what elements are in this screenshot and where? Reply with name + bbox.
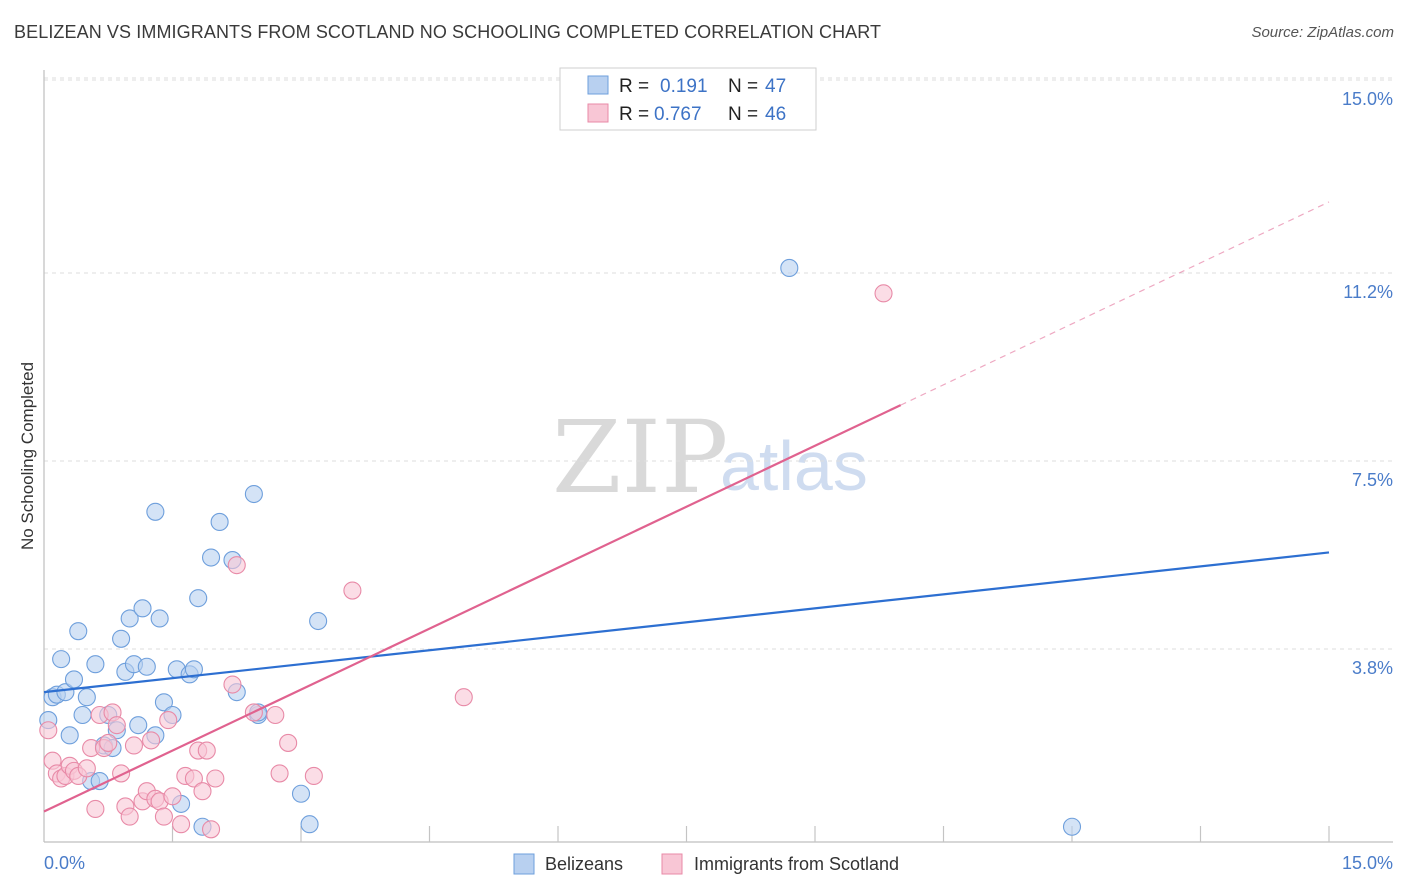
series-scotland-points [39, 284, 893, 839]
data-point [184, 769, 203, 788]
y-tick-label: 15.0% [1342, 89, 1393, 109]
data-point [172, 815, 191, 834]
data-point [343, 581, 362, 600]
data-point [99, 733, 118, 752]
data-point [780, 258, 799, 278]
trend-line-belizeans [43, 551, 1330, 694]
legend-r-label-1: R = [619, 76, 649, 97]
data-point [454, 688, 473, 707]
trend-lines [43, 201, 1330, 813]
data-point [159, 711, 178, 730]
data-point [73, 705, 92, 725]
x-tick-label-min: 0.0% [44, 853, 85, 873]
series-legend-swatch-scotland [661, 853, 683, 875]
data-point [193, 782, 212, 801]
legend-r-value-1: 0.191 [660, 76, 708, 97]
data-point [120, 807, 139, 826]
data-point [129, 716, 148, 735]
data-point [244, 484, 263, 504]
series-legend-label-scotland: Immigrants from Scotland [694, 854, 899, 874]
y-tick-label: 7.5% [1352, 470, 1393, 490]
legend-r-label-2: R = [619, 104, 649, 125]
legend-n-value-2: 46 [765, 104, 786, 125]
data-point [210, 512, 229, 532]
data-point [56, 683, 75, 702]
trend-line-extension [900, 201, 1330, 406]
watermark-zip: ZIP [552, 399, 728, 516]
series-legend: Belizeans Immigrants from Scotland [513, 853, 899, 875]
data-point [64, 670, 84, 689]
data-point [150, 609, 169, 628]
data-point [107, 716, 126, 735]
data-point [227, 556, 246, 575]
y-axis-tick-labels: 3.8% 7.5% 11.2% 15.0% [1342, 89, 1393, 678]
data-point [206, 769, 225, 788]
y-tick-label: 3.8% [1352, 658, 1393, 678]
data-point [154, 807, 173, 826]
data-point [184, 660, 203, 679]
source-label: Source: ZipAtlas.com [1251, 24, 1394, 41]
data-point [291, 784, 311, 803]
data-point [137, 657, 156, 676]
data-point [270, 764, 289, 783]
data-point [223, 675, 242, 694]
series-legend-label-belizeans: Belizeans [545, 854, 623, 874]
data-point [1062, 817, 1082, 836]
data-point [77, 688, 96, 707]
data-point [154, 693, 173, 712]
data-point [112, 764, 131, 783]
legend-swatch-scotland [587, 103, 609, 123]
data-point [266, 705, 285, 725]
data-point [309, 611, 328, 631]
data-point [142, 731, 161, 750]
watermark-atlas: atlas [720, 427, 868, 505]
trend-line-scotland [43, 404, 902, 813]
data-point [86, 799, 105, 819]
series-legend-swatch-belizeans [513, 853, 535, 875]
legend: R = 0.191 N = 47 R = 0.767 N = 46 [559, 67, 817, 131]
gridlines [44, 77, 1393, 650]
data-point [52, 650, 71, 669]
legend-n-label-2: N = [728, 104, 758, 125]
data-point [874, 284, 893, 303]
watermark: ZIP atlas [552, 399, 868, 516]
data-point [304, 766, 323, 786]
y-tick-label: 11.2% [1343, 282, 1393, 302]
data-point [39, 721, 58, 740]
data-point [300, 815, 319, 834]
legend-swatch-belizeans [587, 75, 609, 95]
data-point [163, 787, 182, 806]
x-axis-ticks [171, 826, 1330, 842]
data-point [202, 820, 221, 839]
legend-r-value-2: 0.767 [654, 104, 702, 125]
data-point [77, 759, 96, 778]
x-tick-label-max: 15.0% [1342, 853, 1393, 873]
data-point [60, 726, 79, 745]
chart-title: BELIZEAN VS IMMIGRANTS FROM SCOTLAND NO … [14, 22, 882, 42]
data-point [202, 548, 221, 567]
data-point [124, 736, 143, 755]
data-point [197, 741, 216, 760]
data-point [69, 622, 88, 641]
data-point [86, 655, 105, 674]
data-point [120, 609, 139, 628]
data-point [146, 502, 165, 521]
legend-n-label-1: N = [728, 76, 758, 97]
data-points [39, 258, 1082, 839]
data-point [133, 599, 152, 618]
legend-n-value-1: 47 [765, 76, 786, 97]
data-point [189, 589, 208, 608]
data-point [279, 733, 298, 752]
data-point [112, 629, 131, 648]
